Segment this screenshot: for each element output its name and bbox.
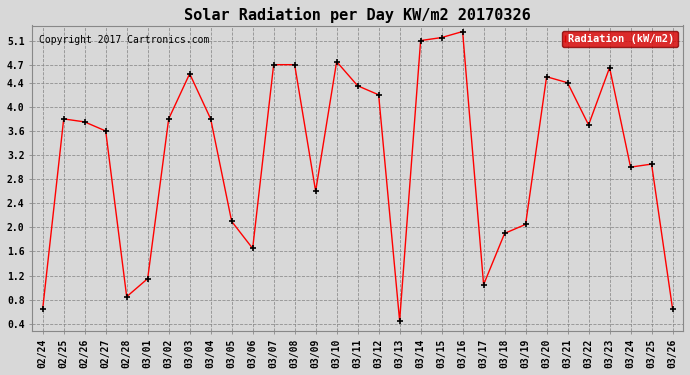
Title: Solar Radiation per Day KW/m2 20170326: Solar Radiation per Day KW/m2 20170326 — [184, 7, 531, 23]
Text: Copyright 2017 Cartronics.com: Copyright 2017 Cartronics.com — [39, 34, 209, 45]
Legend: Radiation (kW/m2): Radiation (kW/m2) — [562, 31, 678, 47]
